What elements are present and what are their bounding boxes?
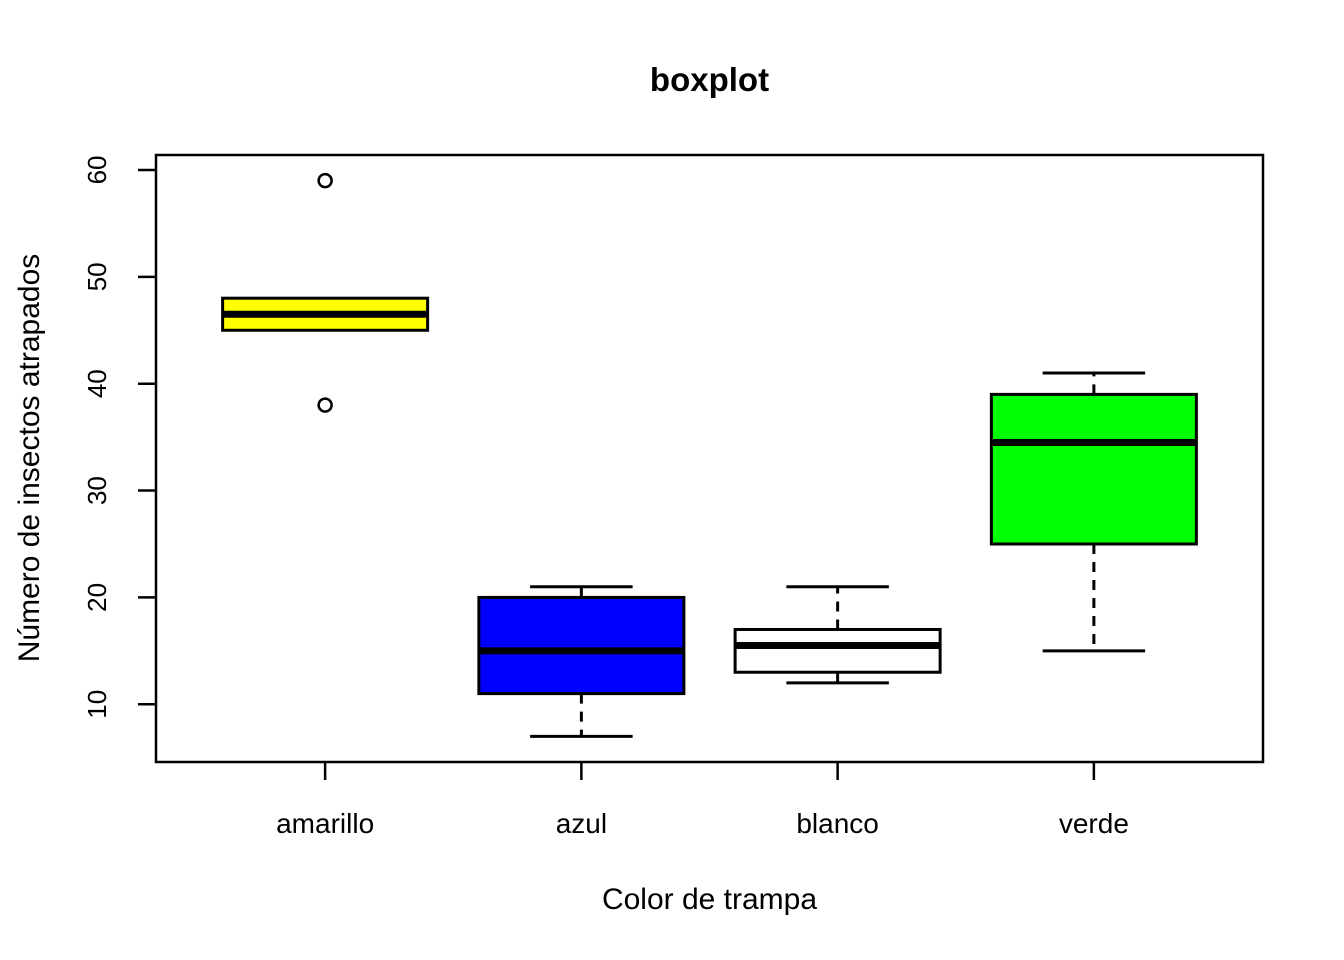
x-category-label: amarillo	[276, 808, 374, 839]
plot-box	[154, 153, 1265, 764]
chart-title: boxplot	[649, 61, 770, 98]
x-category-label: blanco	[796, 808, 879, 839]
y-tick-label: 10	[82, 690, 112, 719]
y-tick-label: 30	[82, 476, 112, 505]
y-tick-label: 60	[82, 156, 112, 185]
box-verde	[989, 392, 1198, 546]
y-tick-label: 20	[82, 583, 112, 612]
x-category-label: azul	[556, 808, 607, 839]
y-axis-title: Número de insectos atrapados	[13, 253, 46, 663]
outlier-point	[317, 397, 333, 413]
x-axis-title: Color de trampa	[601, 883, 818, 916]
outlier-point	[317, 172, 333, 189]
box-azul	[477, 595, 686, 696]
y-tick-label: 50	[82, 262, 112, 291]
x-category-label: verde	[1059, 808, 1129, 839]
y-tick-label: 40	[82, 369, 112, 398]
box-blanco	[733, 627, 942, 674]
